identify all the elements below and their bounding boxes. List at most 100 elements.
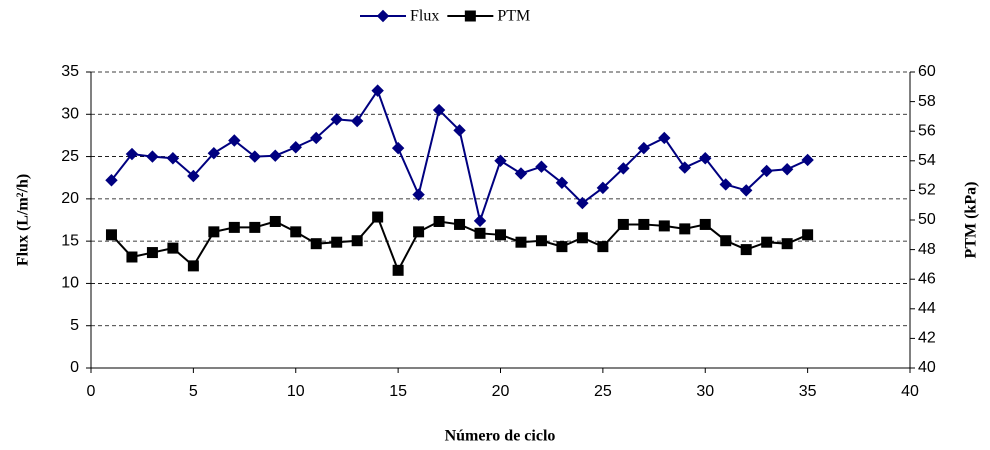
marker xyxy=(351,235,363,247)
legend-label: Flux xyxy=(410,8,439,25)
marker xyxy=(310,131,323,145)
y-tick-label: 15 xyxy=(61,232,79,249)
marker xyxy=(515,236,527,248)
marker xyxy=(617,218,629,230)
marker xyxy=(678,161,691,174)
marker xyxy=(761,236,773,248)
marker xyxy=(146,150,159,163)
marker xyxy=(187,260,199,272)
marker xyxy=(310,238,322,250)
marker xyxy=(105,174,118,187)
marker xyxy=(453,124,466,137)
y2-tick-label: 48 xyxy=(918,241,936,258)
x-tick-label: 40 xyxy=(901,383,919,400)
marker xyxy=(248,150,262,163)
marker xyxy=(474,227,486,239)
marker xyxy=(638,218,650,230)
marker xyxy=(535,235,547,247)
marker xyxy=(167,242,179,254)
y2-tick-label: 54 xyxy=(918,152,936,169)
marker xyxy=(720,235,732,247)
marker xyxy=(739,184,753,197)
marker xyxy=(699,218,711,230)
marker xyxy=(433,215,445,227)
marker xyxy=(146,247,158,259)
x-tick-label: 25 xyxy=(594,383,612,400)
y-tick-label: 0 xyxy=(70,359,79,376)
y-tick-label: 20 xyxy=(61,190,79,207)
x-axis-title: Número de ciclo xyxy=(445,428,556,445)
marker xyxy=(555,176,569,189)
y2-tick-label: 46 xyxy=(918,270,936,287)
x-tick-label: 35 xyxy=(799,383,817,400)
y2-tick-label: 58 xyxy=(918,93,936,110)
marker xyxy=(187,169,200,183)
y2-tick-label: 60 xyxy=(918,63,936,80)
marker xyxy=(596,181,610,195)
marker xyxy=(699,152,712,165)
y2-tick-label: 42 xyxy=(918,330,936,347)
marker xyxy=(249,221,261,233)
marker xyxy=(556,241,568,253)
marker xyxy=(760,164,773,178)
y-tick-label: 5 xyxy=(70,317,79,334)
marker xyxy=(125,147,139,161)
marker xyxy=(228,221,240,233)
marker xyxy=(392,264,404,276)
marker xyxy=(679,223,691,235)
marker xyxy=(391,141,405,155)
y2-tick-label: 56 xyxy=(918,122,936,139)
legend-label: PTM xyxy=(497,8,530,25)
y-tick-label: 30 xyxy=(61,106,79,123)
x-tick-label: 15 xyxy=(389,383,407,400)
marker xyxy=(617,162,630,175)
marker xyxy=(413,226,425,238)
y-axis-title: Flux (L/m²/h) xyxy=(15,174,32,266)
marker xyxy=(740,244,752,256)
x-tick-label: 30 xyxy=(696,383,714,400)
marker xyxy=(454,218,466,230)
marker xyxy=(473,214,487,228)
marker xyxy=(269,149,282,162)
marker xyxy=(207,146,221,160)
marker xyxy=(331,236,343,248)
marker xyxy=(105,229,117,241)
marker xyxy=(535,160,548,173)
marker xyxy=(350,114,364,128)
marker xyxy=(372,211,384,223)
marker xyxy=(495,229,506,241)
marker xyxy=(432,103,446,117)
marker xyxy=(658,131,671,145)
y2-tick-label: 40 xyxy=(918,359,936,376)
marker xyxy=(166,152,180,165)
marker xyxy=(208,226,220,238)
marker xyxy=(780,163,794,176)
y2-tick-label: 44 xyxy=(918,300,936,317)
marker xyxy=(290,226,302,238)
x-tick-label: 5 xyxy=(189,383,198,400)
marker xyxy=(802,229,814,241)
marker xyxy=(781,238,793,250)
marker xyxy=(658,220,670,232)
marker xyxy=(801,153,814,167)
marker xyxy=(412,188,425,201)
marker xyxy=(719,178,732,191)
marker xyxy=(637,141,651,155)
y2-axis-title: PTM (kPa) xyxy=(963,182,980,259)
marker xyxy=(376,9,390,23)
marker xyxy=(126,251,138,263)
marker xyxy=(289,141,302,154)
marker xyxy=(597,241,609,253)
marker xyxy=(494,154,507,168)
x-tick-label: 10 xyxy=(287,383,305,400)
y-tick-label: 10 xyxy=(61,275,79,292)
marker xyxy=(464,10,476,22)
y-tick-label: 35 xyxy=(61,63,79,80)
marker xyxy=(576,196,589,210)
y-tick-label: 25 xyxy=(61,148,79,165)
y2-tick-label: 52 xyxy=(918,182,936,199)
x-tick-label: 0 xyxy=(87,383,96,400)
marker xyxy=(330,113,343,126)
